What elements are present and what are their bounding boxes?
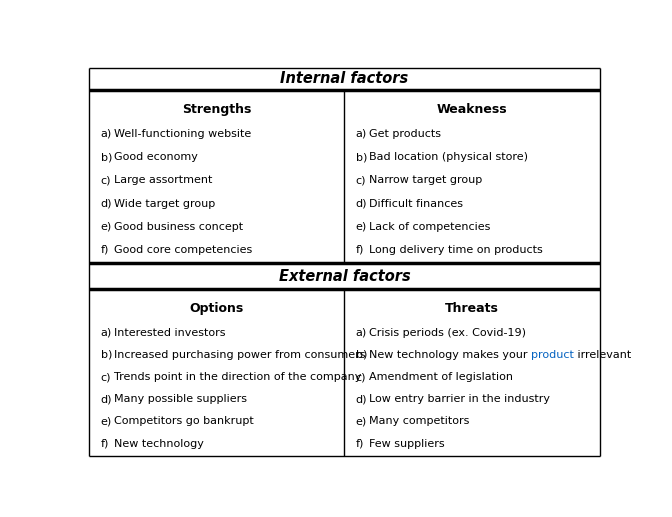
- Text: e): e): [356, 222, 367, 232]
- Text: Good business concept: Good business concept: [114, 222, 243, 232]
- Text: Wide target group: Wide target group: [114, 199, 216, 208]
- Text: c): c): [101, 372, 111, 382]
- Text: f): f): [101, 245, 109, 255]
- Text: e): e): [356, 417, 367, 427]
- Text: New technology makes your: New technology makes your: [370, 350, 532, 360]
- Text: e): e): [101, 222, 112, 232]
- Text: Weakness: Weakness: [437, 102, 507, 115]
- Text: Strengths: Strengths: [182, 102, 251, 115]
- Text: a): a): [101, 129, 112, 139]
- Text: Internal factors: Internal factors: [280, 71, 409, 86]
- Text: Large assortment: Large assortment: [114, 175, 212, 185]
- Text: c): c): [101, 175, 111, 185]
- Text: a): a): [101, 328, 112, 338]
- Text: b): b): [101, 152, 112, 162]
- Text: d): d): [101, 394, 112, 404]
- Text: f): f): [356, 245, 364, 255]
- Text: f): f): [101, 439, 109, 449]
- Text: Options: Options: [190, 301, 244, 314]
- Text: Increased purchasing power from consumers: Increased purchasing power from consumer…: [114, 350, 366, 360]
- Text: b): b): [356, 350, 367, 360]
- Text: a): a): [356, 328, 367, 338]
- Text: Difficult finances: Difficult finances: [370, 199, 464, 208]
- Text: Crisis periods (ex. Covid-19): Crisis periods (ex. Covid-19): [370, 328, 526, 338]
- Text: Many competitors: Many competitors: [370, 417, 470, 427]
- Text: d): d): [101, 199, 112, 208]
- Text: Long delivery time on products: Long delivery time on products: [370, 245, 543, 255]
- Text: Good economy: Good economy: [114, 152, 198, 162]
- Text: New technology: New technology: [114, 439, 204, 449]
- Text: Competitors go bankrupt: Competitors go bankrupt: [114, 417, 254, 427]
- Text: product: product: [532, 350, 575, 360]
- Text: Low entry barrier in the industry: Low entry barrier in the industry: [370, 394, 550, 404]
- Text: f): f): [356, 439, 364, 449]
- Text: Many possible suppliers: Many possible suppliers: [114, 394, 247, 404]
- Text: d): d): [356, 394, 368, 404]
- Text: e): e): [101, 417, 112, 427]
- Text: Narrow target group: Narrow target group: [370, 175, 482, 185]
- Text: b): b): [356, 152, 367, 162]
- Text: c): c): [356, 175, 366, 185]
- Text: Get products: Get products: [370, 129, 442, 139]
- Text: irrelevant: irrelevant: [575, 350, 632, 360]
- Text: b): b): [101, 350, 112, 360]
- Text: c): c): [356, 372, 366, 382]
- Text: Trends point in the direction of the company: Trends point in the direction of the com…: [114, 372, 362, 382]
- Text: Threats: Threats: [445, 301, 499, 314]
- Text: Good core competencies: Good core competencies: [114, 245, 253, 255]
- Text: Amendment of legislation: Amendment of legislation: [370, 372, 513, 382]
- Text: Well-functioning website: Well-functioning website: [114, 129, 251, 139]
- Text: Bad location (physical store): Bad location (physical store): [370, 152, 528, 162]
- Text: External factors: External factors: [278, 268, 411, 283]
- Text: Lack of competencies: Lack of competencies: [370, 222, 491, 232]
- Text: Interested investors: Interested investors: [114, 328, 226, 338]
- Text: Few suppliers: Few suppliers: [370, 439, 445, 449]
- Text: a): a): [356, 129, 367, 139]
- Text: d): d): [356, 199, 368, 208]
